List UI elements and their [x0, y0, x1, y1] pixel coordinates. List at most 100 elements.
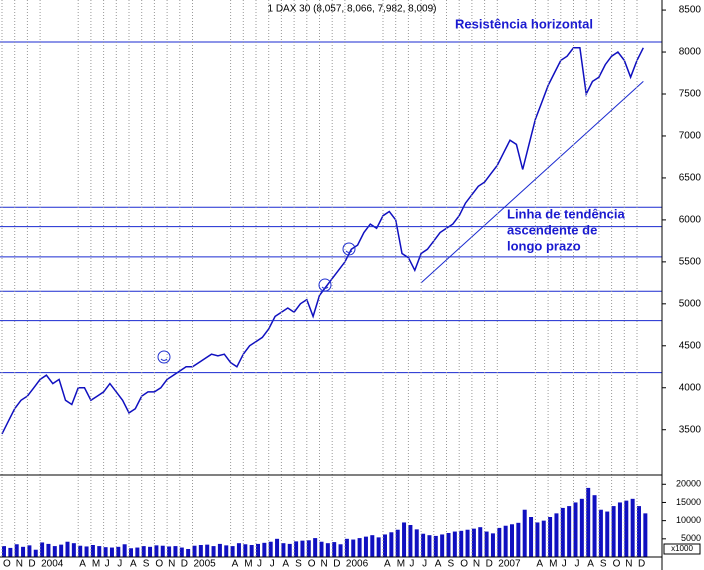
x-tick-label: J	[105, 559, 110, 570]
volume-bar	[510, 524, 514, 557]
x-tick-label: D	[333, 559, 340, 570]
x-tick-label: N	[168, 559, 175, 570]
volume-bar	[90, 545, 95, 557]
volume-bar	[325, 543, 330, 557]
volume-bar	[65, 541, 70, 557]
volume-bar	[440, 534, 445, 557]
x-tick-label: A	[232, 559, 239, 570]
volume-bar	[198, 545, 203, 557]
volume-bar	[192, 545, 197, 557]
x-tick-label: D	[486, 559, 493, 570]
volume-bar	[402, 522, 407, 557]
volume-bar	[236, 543, 241, 557]
volume-bar	[27, 545, 32, 557]
volume-bar	[103, 547, 108, 557]
volume-bar	[141, 546, 146, 557]
volume-bar	[389, 532, 394, 557]
volume-bar	[78, 545, 83, 557]
volume-bar	[376, 537, 381, 557]
smileys	[157, 242, 356, 364]
volume-bar	[579, 498, 584, 557]
x-tick-label: 2005	[194, 559, 217, 570]
x-tick-label: O	[308, 559, 316, 570]
volume-bar	[598, 509, 603, 557]
volume-bar	[116, 546, 121, 557]
x-tick-label: D	[181, 559, 188, 570]
x-tick-label: D	[28, 559, 35, 570]
volume-bar	[268, 541, 273, 557]
x-tick-label: S	[143, 559, 150, 570]
volume-bar	[548, 517, 553, 557]
volume-bar	[446, 533, 451, 557]
x-tick-label: 2007	[498, 559, 521, 570]
volume-bar	[256, 543, 260, 557]
volume-bar	[281, 543, 286, 557]
volume-bar	[535, 522, 540, 557]
annotation: ascendente de	[507, 222, 597, 237]
volume-bar	[2, 546, 6, 557]
volume-bar	[205, 544, 210, 557]
annotation: Linha de tendência	[507, 206, 626, 221]
x-tick-label: M	[92, 559, 100, 570]
x-tick-label: M	[397, 559, 405, 570]
volume-bar	[459, 530, 464, 557]
volume-bar	[433, 535, 438, 557]
volume-bar	[8, 547, 13, 557]
volume-bar	[643, 513, 648, 557]
chart-title: 1 DAX 30 (8,057, 8,066, 7,982, 8,009)	[267, 4, 436, 15]
y-tick-label: 5500	[679, 256, 702, 267]
volume-bar	[427, 535, 432, 557]
x-tick-label: A	[282, 559, 289, 570]
volume-bar	[529, 517, 534, 557]
volume-bar	[611, 506, 616, 557]
volume-bar	[522, 509, 527, 557]
x-tick-label: A	[384, 559, 391, 570]
volume-bar	[97, 546, 102, 557]
volume-bar	[332, 542, 337, 557]
volume-bar	[46, 543, 51, 557]
volume-bar	[275, 538, 280, 557]
x-tick-label: J	[575, 559, 580, 570]
volume-bar	[478, 527, 483, 557]
x-tick-label: 2004	[41, 559, 64, 570]
x-tick-label: O	[155, 559, 163, 570]
volume-bar	[541, 520, 546, 557]
volume-bar	[249, 545, 254, 557]
volume-bar	[122, 544, 127, 557]
y-tick-label: 4500	[679, 340, 702, 351]
volume-bar	[471, 528, 476, 557]
annotation: longo prazo	[507, 238, 581, 253]
x-tick-label: D	[638, 559, 645, 570]
volume-bar	[59, 544, 64, 557]
y2-tick-label: 20000	[676, 479, 701, 489]
x-tick-label: A	[435, 559, 442, 570]
volume-bar	[179, 547, 184, 557]
volume-bar	[414, 529, 419, 557]
volume-bar	[173, 546, 178, 557]
y-tick-label: 5000	[679, 298, 702, 309]
x-tick-label: A	[536, 559, 543, 570]
volume-bar	[40, 542, 45, 557]
volume-bar	[592, 495, 597, 557]
volume-bar	[617, 502, 622, 557]
y-tick-label: 6500	[679, 173, 702, 184]
volume-bar	[351, 539, 356, 557]
volume-bar	[357, 538, 362, 557]
volume-bar	[344, 538, 349, 557]
x-tick-label: O	[3, 559, 11, 570]
annotation: Resistência horizontal	[455, 16, 593, 31]
volume-bar	[560, 507, 565, 557]
volume-bar	[224, 545, 229, 557]
y2-tick-label: 10000	[676, 515, 701, 525]
trend-line	[420, 81, 644, 284]
volume-bar	[573, 502, 578, 557]
volume-bar	[567, 506, 572, 557]
x-tick-label: 2006	[346, 559, 369, 570]
x-tick-label: O	[613, 559, 621, 570]
volume-bar	[217, 543, 222, 557]
x-tick-label: J	[257, 559, 262, 570]
y-tick-label: 8500	[679, 5, 702, 16]
volume-bar	[319, 541, 324, 557]
unit-box	[663, 543, 701, 555]
volume-bar	[490, 533, 495, 557]
